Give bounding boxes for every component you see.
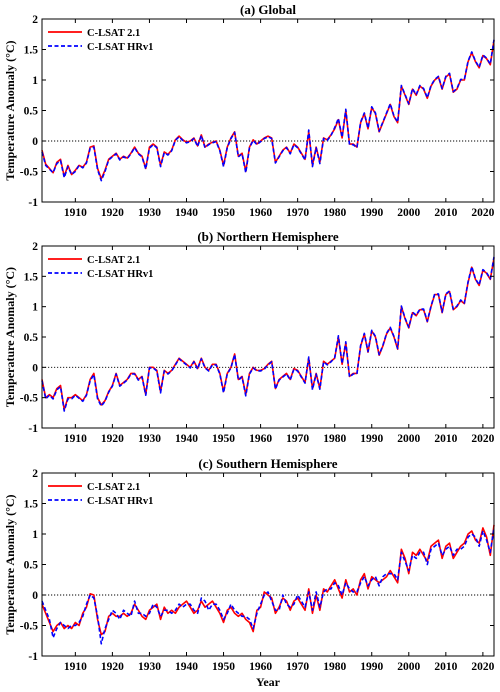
x-tick-label: 1990 — [360, 661, 383, 673]
x-tick-label: 1940 — [175, 661, 198, 673]
y-tick-label: 2 — [32, 241, 38, 253]
y-tick-label: 0 — [32, 362, 38, 374]
x-axis-label: Year — [256, 675, 281, 689]
series-line-c-lsat-2-1 — [41, 257, 495, 411]
x-tick-label: 1980 — [323, 661, 346, 673]
y-tick-label: 1.5 — [24, 499, 39, 511]
y-tick-label: 2 — [32, 14, 38, 26]
legend-label: C-LSAT HRv1 — [87, 496, 153, 507]
legend-label: C-LSAT HRv1 — [87, 269, 153, 280]
series-line-c-lsat-2-1 — [41, 40, 495, 180]
x-tick-label: 1990 — [360, 433, 383, 445]
x-tick-label: 2020 — [471, 207, 494, 219]
x-tick-label: 1950 — [212, 661, 235, 673]
x-tick-label: 1950 — [212, 207, 235, 219]
x-tick-label: 1920 — [101, 433, 124, 445]
x-tick-label: 1920 — [101, 661, 124, 673]
y-tick-label: 1 — [32, 529, 38, 541]
y-tick-label: -0.5 — [20, 621, 38, 633]
series-line-c-lsat-hrv1 — [41, 527, 495, 645]
x-tick-label: 1930 — [138, 661, 161, 673]
y-tick-label: 0 — [32, 136, 38, 148]
y-tick-label: -0.5 — [20, 167, 38, 179]
x-tick-label: 2020 — [471, 661, 494, 673]
x-tick-label: 2010 — [434, 661, 457, 673]
x-tick-label: 2000 — [397, 661, 420, 673]
x-tick-label: 1910 — [64, 207, 87, 219]
x-tick-label: 1980 — [323, 207, 346, 219]
x-tick-label: 1980 — [323, 433, 346, 445]
y-tick-label: -1 — [28, 197, 38, 209]
chart-title: (b) Northern Hemisphere — [197, 229, 339, 244]
x-tick-label: 1950 — [212, 433, 235, 445]
legend: C-LSAT 2.1 C-LSAT HRv1 — [48, 482, 153, 507]
y-tick-label: 0 — [32, 590, 38, 602]
legend: C-LSAT 2.1 C-LSAT HRv1 — [48, 255, 153, 280]
x-tick-label: 2020 — [471, 433, 494, 445]
y-tick-label: 1 — [32, 75, 38, 87]
x-tick-label: 2010 — [434, 433, 457, 445]
chart-panel-1: (a) Global -1 -0.5 0 0.5 1 1.5 2 1910 1920 1930 194… — [3, 2, 495, 219]
x-tick-label: 1960 — [249, 661, 272, 673]
legend-label: C-LSAT 2.1 — [87, 482, 140, 493]
x-tick-label: 2000 — [397, 433, 420, 445]
y-axis-label: Temperature Anomaly (°C) — [3, 40, 17, 180]
y-tick-label: 1 — [32, 302, 38, 314]
chart-title: (a) Global — [240, 2, 296, 17]
x-tick-label: 1990 — [360, 207, 383, 219]
x-tick-label: 2010 — [434, 207, 457, 219]
y-tick-label: -0.5 — [20, 393, 38, 405]
y-axis-label: Temperature Anomaly (°C) — [3, 267, 17, 407]
x-tick-label: 1970 — [286, 661, 309, 673]
x-tick-label: 1910 — [64, 433, 87, 445]
y-axis-label: Temperature Anomaly (°C) — [3, 494, 17, 634]
y-tick-label: 2 — [32, 468, 38, 480]
legend-label: C-LSAT 2.1 — [87, 28, 140, 39]
x-tick-label: 1970 — [286, 433, 309, 445]
x-tick-label: 1930 — [138, 207, 161, 219]
y-tick-label: 1.5 — [24, 45, 39, 57]
series-line-c-lsat-2-1 — [41, 524, 495, 636]
x-tick-label: 1910 — [64, 661, 87, 673]
y-tick-label: 0.5 — [24, 560, 39, 572]
chart-title: (c) Southern Hemisphere — [198, 456, 337, 471]
x-tick-label: 1960 — [249, 207, 272, 219]
series-line-c-lsat-hrv1 — [41, 39, 495, 182]
chart-panel-2: (b) Northern Hemisphere -1 -0.5 0 0.5 1 1.5 2 19… — [3, 229, 495, 445]
x-tick-label: 2000 — [397, 207, 420, 219]
series-line-c-lsat-hrv1 — [41, 256, 495, 412]
y-tick-label: -1 — [28, 651, 38, 663]
y-tick-label: 0.5 — [24, 106, 39, 118]
legend-label: C-LSAT HRv1 — [87, 42, 153, 53]
legend-label: C-LSAT 2.1 — [87, 255, 140, 266]
legend: C-LSAT 2.1 C-LSAT HRv1 — [48, 28, 153, 53]
chart-panel-3: (c) Southern Hemisphere -1 -0.5 0 0.5 1 1.5 2 19… — [3, 456, 495, 689]
x-tick-label: 1970 — [286, 207, 309, 219]
x-tick-label: 1930 — [138, 433, 161, 445]
y-tick-label: 0.5 — [24, 332, 39, 344]
y-tick-label: 1.5 — [24, 271, 39, 283]
x-tick-label: 1940 — [175, 433, 198, 445]
y-tick-label: -1 — [28, 423, 38, 435]
x-tick-label: 1960 — [249, 433, 272, 445]
x-tick-label: 1920 — [101, 207, 124, 219]
x-tick-label: 1940 — [175, 207, 198, 219]
